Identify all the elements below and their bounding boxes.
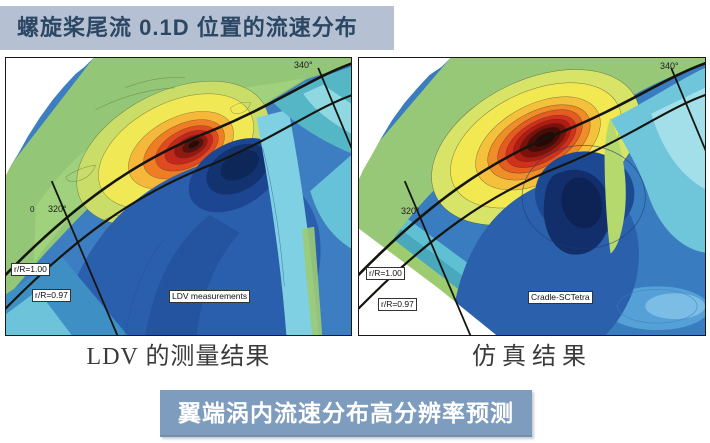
green-field xyxy=(359,58,705,287)
angle-label-340: 340° xyxy=(660,61,679,71)
contour-level-zero: 0 xyxy=(30,205,35,214)
polar-grid-lines xyxy=(359,62,705,335)
angle-label-340: 340° xyxy=(294,60,313,70)
radius-label-r100: r/R=1.00 xyxy=(11,263,50,276)
bottom-right-blobs xyxy=(605,286,705,331)
contour-plot-ldv: 340° 0 320° r/R=1.00 r/R=0.97 LDV measur… xyxy=(5,57,352,336)
dataset-tag-ldv: LDV measurements xyxy=(169,290,251,303)
angle-label-320: 320° xyxy=(48,204,67,214)
dataset-tag-simulation: Cradle-SCTetra xyxy=(528,291,593,304)
no-data-wedge xyxy=(6,58,94,176)
contour-plot-simulation: 340° 320° r/R=1.00 r/R=0.97 Cradle-SCTet… xyxy=(358,57,706,336)
caption-simulation: 仿真结果 xyxy=(472,344,592,370)
low-velocity-region xyxy=(57,138,321,335)
radius-label-r097: r/R=0.97 xyxy=(378,298,417,311)
highlight-banner: 翼端涡内流速分布高分辨率预测 xyxy=(160,390,532,437)
contour-art-simulation xyxy=(359,58,705,335)
polar-grid-lines xyxy=(6,62,351,335)
caption-ldv: LDV 的测量结果 xyxy=(86,344,271,370)
thin-contours xyxy=(521,145,698,324)
angle-label-320: 320° xyxy=(401,206,420,216)
blue-contour-lines xyxy=(125,147,285,335)
contour-art-ldv xyxy=(6,58,351,335)
green-sliver xyxy=(604,117,626,254)
radius-label-r097: r/R=0.97 xyxy=(32,289,71,302)
radius-label-r100: r/R=1.00 xyxy=(366,267,405,280)
page-title: 螺旋桨尾流 0.1D 位置的流速分布 xyxy=(0,6,394,50)
